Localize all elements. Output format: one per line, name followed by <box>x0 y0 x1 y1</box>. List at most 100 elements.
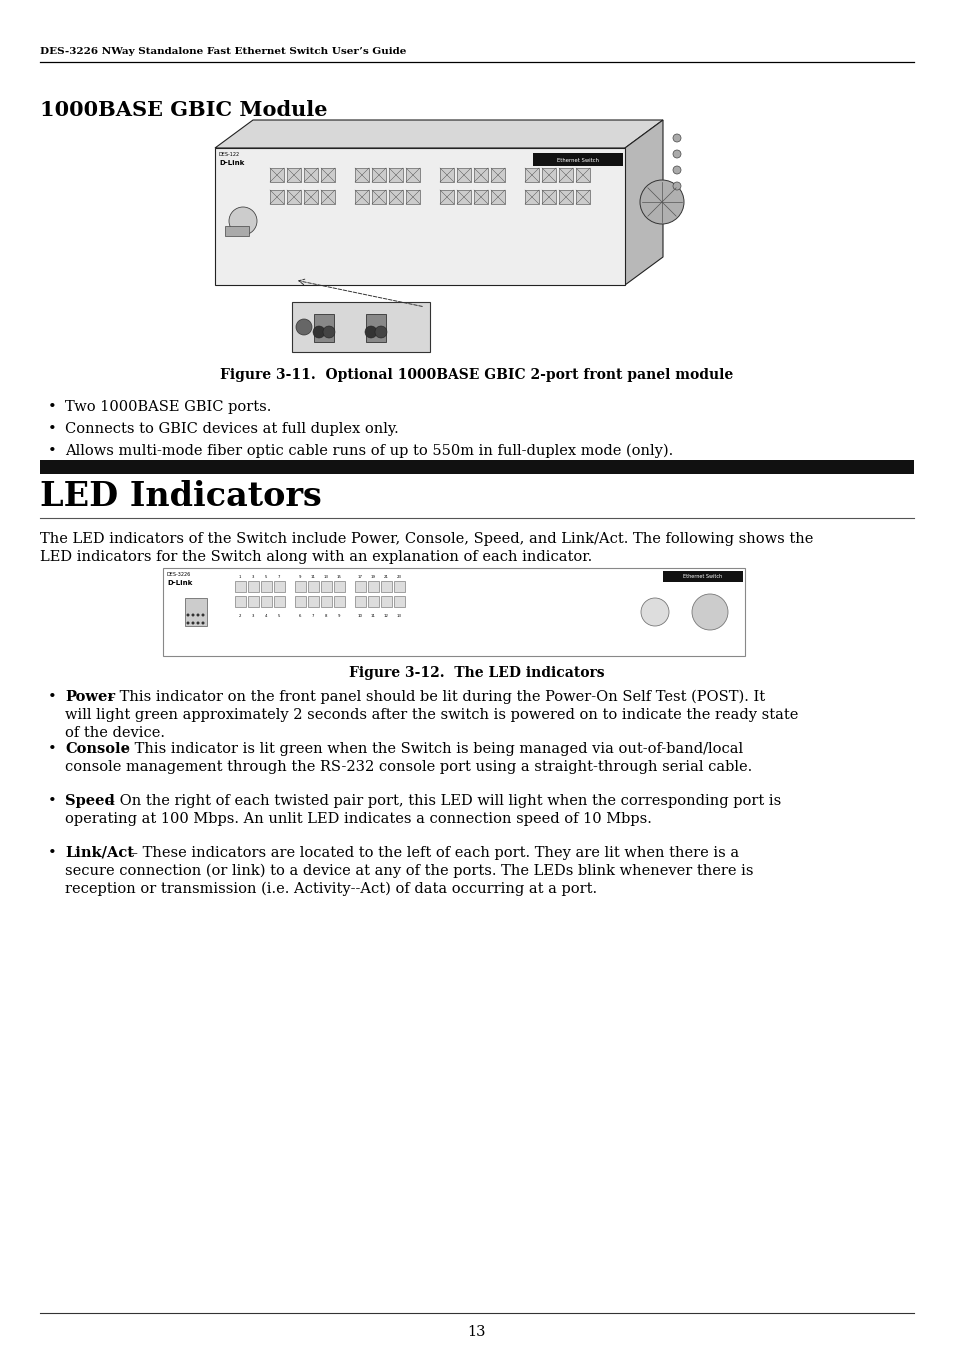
Text: – This indicator is lit green when the Switch is being managed via out-of-band/l: – This indicator is lit green when the S… <box>118 742 742 757</box>
Bar <box>372 190 386 204</box>
Bar <box>287 168 301 182</box>
Text: 9: 9 <box>337 613 340 617</box>
Text: Two 1000BASE GBIC ports.: Two 1000BASE GBIC ports. <box>65 400 271 413</box>
Circle shape <box>201 613 204 616</box>
Bar <box>355 581 366 592</box>
Bar <box>368 581 378 592</box>
Text: secure connection (or link) to a device at any of the ports. The LEDs blink when: secure connection (or link) to a device … <box>65 865 753 878</box>
Bar <box>380 596 392 607</box>
Bar <box>334 581 345 592</box>
Bar <box>334 596 345 607</box>
Text: – These indicators are located to the left of each port. They are lit when there: – These indicators are located to the le… <box>126 846 739 861</box>
Text: 1: 1 <box>238 576 241 580</box>
Text: 7: 7 <box>312 613 314 617</box>
Bar <box>320 596 332 607</box>
Bar <box>292 303 430 353</box>
Bar <box>355 168 369 182</box>
Circle shape <box>640 598 668 626</box>
Circle shape <box>229 207 256 235</box>
Text: console management through the RS-232 console port using a straight-through seri: console management through the RS-232 co… <box>65 761 752 774</box>
Text: – On the right of each twisted pair port, this LED will light when the correspon: – On the right of each twisted pair port… <box>103 794 781 808</box>
Text: 9: 9 <box>298 576 301 580</box>
Text: Figure 3-12.  The LED indicators: Figure 3-12. The LED indicators <box>349 666 604 680</box>
Bar <box>524 190 538 204</box>
Bar <box>185 598 207 626</box>
Bar <box>320 168 335 182</box>
Text: of the device.: of the device. <box>65 725 165 740</box>
Bar <box>294 596 306 607</box>
Text: 12: 12 <box>383 613 388 617</box>
Text: 11: 11 <box>370 613 375 617</box>
Bar <box>248 581 258 592</box>
Bar <box>355 190 369 204</box>
Circle shape <box>639 180 683 224</box>
Text: 13: 13 <box>467 1325 486 1339</box>
Text: 13: 13 <box>323 576 328 580</box>
Circle shape <box>192 621 194 624</box>
Bar <box>406 190 419 204</box>
Text: •: • <box>48 690 56 704</box>
Bar <box>576 168 589 182</box>
Circle shape <box>672 134 680 142</box>
Text: •: • <box>48 400 56 413</box>
Text: 19: 19 <box>370 576 375 580</box>
Bar <box>541 168 556 182</box>
Text: DES-3226: DES-3226 <box>167 571 191 577</box>
Bar <box>287 190 301 204</box>
Text: •: • <box>48 444 56 458</box>
Bar <box>234 581 246 592</box>
Text: 7: 7 <box>277 576 280 580</box>
Bar <box>270 168 284 182</box>
Text: LED Indicators: LED Indicators <box>40 480 321 513</box>
Circle shape <box>691 594 727 630</box>
Polygon shape <box>624 120 662 285</box>
Bar <box>558 190 573 204</box>
Text: LED indicators for the Switch along with an explanation of each indicator.: LED indicators for the Switch along with… <box>40 550 592 563</box>
Text: •: • <box>48 794 56 808</box>
Text: Speed: Speed <box>65 794 114 808</box>
Text: D-Link: D-Link <box>219 159 244 166</box>
Bar <box>308 596 318 607</box>
Bar <box>368 596 378 607</box>
Bar <box>294 581 306 592</box>
Text: – This indicator on the front panel should be lit during the Power-On Self Test : – This indicator on the front panel shou… <box>103 690 764 704</box>
Bar <box>456 168 471 182</box>
Text: operating at 100 Mbps. An unlit LED indicates a connection speed of 10 Mbps.: operating at 100 Mbps. An unlit LED indi… <box>65 812 651 825</box>
Bar <box>456 190 471 204</box>
Text: •: • <box>48 846 56 861</box>
Text: The LED indicators of the Switch include Power, Console, Speed, and Link/Act. Th: The LED indicators of the Switch include… <box>40 532 813 546</box>
Circle shape <box>295 319 312 335</box>
Bar <box>366 313 386 342</box>
Text: reception or transmission (i.e. Activity--Act) of data occurring at a port.: reception or transmission (i.e. Activity… <box>65 882 597 897</box>
Bar <box>355 596 366 607</box>
Circle shape <box>365 326 376 338</box>
Bar <box>524 168 538 182</box>
Circle shape <box>672 166 680 174</box>
Text: Allows multi-mode fiber optic cable runs of up to 550m in full-duplex mode (only: Allows multi-mode fiber optic cable runs… <box>65 444 673 458</box>
Bar <box>389 190 402 204</box>
Text: D-Link: D-Link <box>167 580 193 586</box>
Circle shape <box>672 150 680 158</box>
Bar <box>533 153 622 166</box>
Bar <box>40 459 913 474</box>
Bar <box>270 190 284 204</box>
Circle shape <box>672 182 680 190</box>
Bar <box>261 581 272 592</box>
Circle shape <box>196 613 199 616</box>
Text: Ethernet Switch: Ethernet Switch <box>557 158 598 162</box>
Bar <box>474 190 488 204</box>
Bar <box>439 168 454 182</box>
Text: Ethernet Switch: Ethernet Switch <box>682 574 721 580</box>
Text: 8: 8 <box>324 613 327 617</box>
Bar <box>163 567 744 657</box>
Bar <box>372 168 386 182</box>
Text: Link/Act: Link/Act <box>65 846 133 861</box>
Circle shape <box>192 613 194 616</box>
Bar <box>274 596 285 607</box>
Text: 5: 5 <box>265 576 267 580</box>
Text: DES-122: DES-122 <box>219 153 240 157</box>
Text: 3: 3 <box>252 613 254 617</box>
Bar <box>439 190 454 204</box>
Text: 1000BASE GBIC Module: 1000BASE GBIC Module <box>40 100 327 120</box>
Text: DES-3226 NWay Standalone Fast Ethernet Switch User’s Guide: DES-3226 NWay Standalone Fast Ethernet S… <box>40 47 406 55</box>
